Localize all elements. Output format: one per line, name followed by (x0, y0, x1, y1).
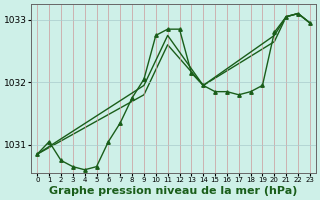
X-axis label: Graphe pression niveau de la mer (hPa): Graphe pression niveau de la mer (hPa) (49, 186, 298, 196)
